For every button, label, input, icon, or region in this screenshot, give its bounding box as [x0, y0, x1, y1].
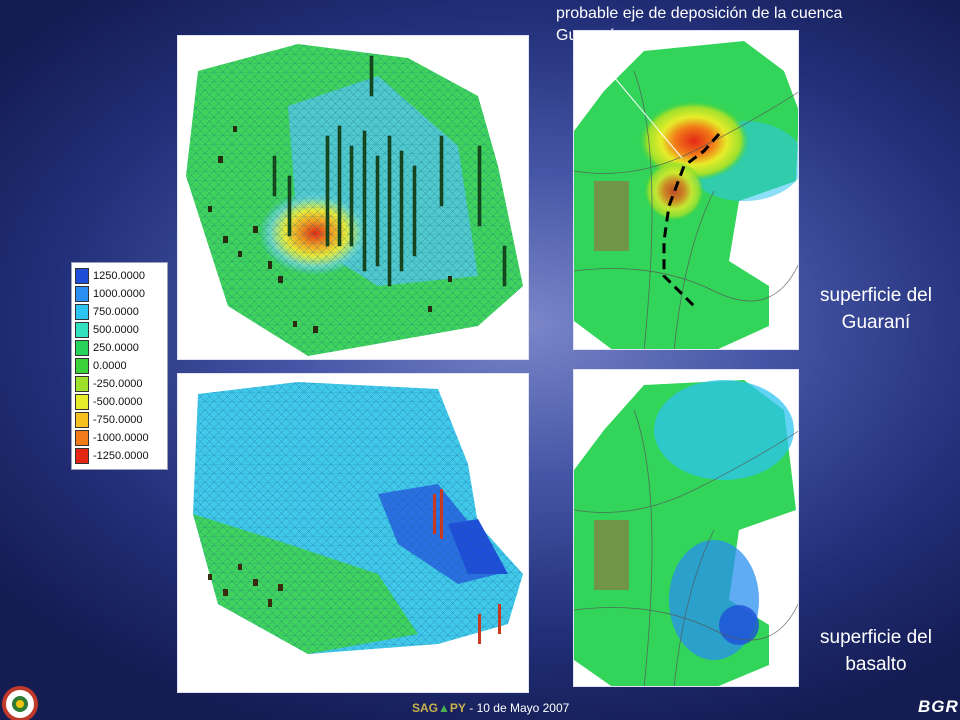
- legend-swatch: [75, 394, 89, 410]
- legend-swatch: [75, 448, 89, 464]
- legend-label: -500.0000: [93, 396, 143, 408]
- footer-py: PY: [449, 701, 466, 715]
- paraguay-seal-icon: [2, 686, 38, 720]
- legend-swatch: [75, 268, 89, 284]
- legend-row: -500.0000: [75, 393, 164, 411]
- caption-basalto-line2: basalto: [845, 654, 907, 675]
- legend-row: 1250.0000: [75, 267, 164, 285]
- legend-label: 1000.0000: [93, 288, 145, 300]
- legend-row: -1000.0000: [75, 429, 164, 447]
- legend-label: 250.0000: [93, 342, 139, 354]
- basalto-map-image: [574, 380, 798, 686]
- legend-row: 1000.0000: [75, 285, 164, 303]
- legend-row: -750.0000: [75, 411, 164, 429]
- legend-swatch: [75, 340, 89, 356]
- bgr-logo: BGR: [918, 697, 959, 716]
- legend-label: -250.0000: [93, 378, 143, 390]
- caption-basalto: superficie del basalto: [796, 624, 956, 678]
- legend-row: 500.0000: [75, 321, 164, 339]
- legend-row: 250.0000: [75, 339, 164, 357]
- legend-swatch: [75, 412, 89, 428]
- caption-guarani-line1: superficie del: [820, 285, 932, 306]
- legend-row: 0.0000: [75, 357, 164, 375]
- legend-label: -1250.0000: [93, 450, 149, 462]
- legend-label: 750.0000: [93, 306, 139, 318]
- basalto-3d-surface-panel: [177, 373, 529, 693]
- legend-label: -750.0000: [93, 414, 143, 426]
- footer: SAG▲PY - 10 de Mayo 2007: [412, 701, 569, 715]
- basalto-map-panel: [573, 369, 799, 687]
- legend-swatch: [75, 430, 89, 446]
- legend-swatch: [75, 376, 89, 392]
- legend-row: -250.0000: [75, 375, 164, 393]
- guarani-map-image: [574, 41, 798, 349]
- elevation-legend: 1250.0000 1000.0000 750.0000 500.0000 250.00…: [71, 262, 168, 470]
- legend-label: 0.0000: [93, 360, 127, 372]
- legend-row: 750.0000: [75, 303, 164, 321]
- legend-label: -1000.0000: [93, 432, 149, 444]
- caption-guarani-line2: Guaraní: [841, 312, 911, 333]
- legend-label: 1250.0000: [93, 270, 145, 282]
- basalto-3d-surface-image: [193, 382, 523, 654]
- caption-guarani: superficie del Guaraní: [796, 282, 956, 336]
- footer-sag: SAG: [412, 701, 439, 715]
- legend-label: 500.0000: [93, 324, 139, 336]
- legend-swatch: [75, 286, 89, 302]
- legend-row: -1250.0000: [75, 447, 164, 465]
- guarani-3d-surface-panel: [177, 35, 529, 360]
- legend-swatch: [75, 358, 89, 374]
- caption-basalto-line1: superficie del: [820, 627, 932, 648]
- footer-triangle-icon: ▲: [438, 701, 450, 715]
- guarani-3d-surface-image: [186, 44, 523, 356]
- footer-date: - 10 de Mayo 2007: [465, 701, 570, 715]
- guarani-map-panel: [573, 30, 799, 350]
- legend-swatch: [75, 322, 89, 338]
- legend-swatch: [75, 304, 89, 320]
